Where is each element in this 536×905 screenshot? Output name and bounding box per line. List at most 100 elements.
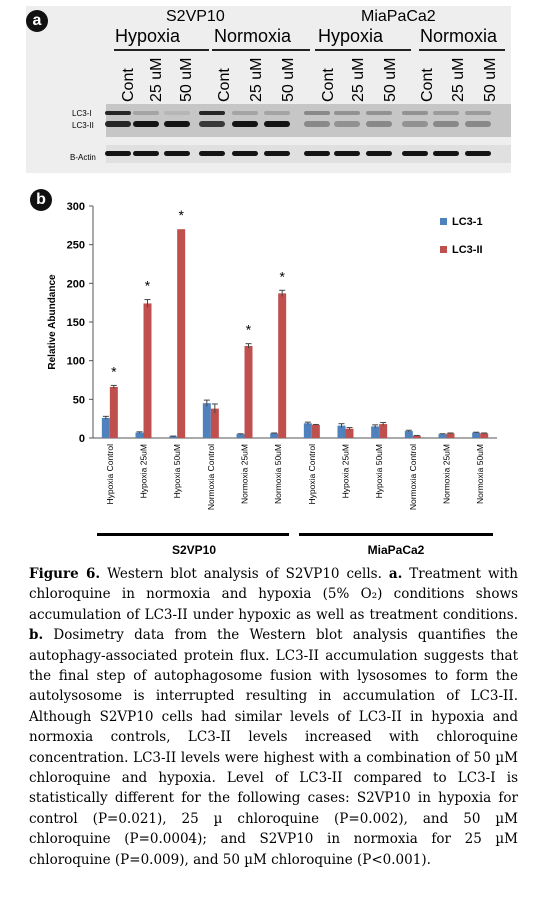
actin-band	[433, 151, 459, 156]
actin-band	[402, 151, 428, 156]
condition-label-hypoxia-2: Hypoxia	[318, 26, 384, 46]
category-label: Hypoxia 25uM	[139, 444, 149, 498]
legend-swatch	[440, 246, 447, 253]
lc3-ii-band	[232, 121, 258, 127]
group-label-miapaca2: MiaPaCa2	[368, 543, 425, 557]
lc3-ii-band	[304, 121, 330, 127]
cell-line-label-miapaca2: MiaPaCa2	[361, 8, 436, 25]
bar-lc3-ii	[244, 345, 253, 438]
significance-marker: *	[111, 363, 117, 379]
lane-label: 25 uM	[248, 57, 265, 102]
bar-lc3-ii	[143, 303, 152, 438]
category-label: Normoxia 25uM	[442, 444, 452, 504]
bar-lc3-1	[101, 417, 110, 438]
lc3-ii-band	[264, 121, 290, 127]
actin-band	[304, 151, 330, 156]
actin-band	[465, 151, 491, 156]
bar-lc3-ii	[311, 424, 320, 438]
lc3-ii-band	[366, 121, 392, 127]
significance-marker: *	[145, 278, 151, 294]
bar-lc3-1	[236, 434, 245, 438]
lc3-i-band	[264, 111, 290, 115]
lc3-i-band	[133, 111, 159, 115]
category-label: Hypoxia 50uM	[172, 444, 182, 498]
group-underline-s2vp10	[97, 533, 289, 536]
y-tick-label: 300	[67, 201, 85, 213]
lane-label: 25 uM	[350, 57, 367, 102]
legend-label: LC3-II	[452, 244, 483, 256]
lc3-ii-band	[465, 121, 491, 127]
category-label: Normoxia 50uM	[475, 444, 485, 504]
group-label-s2vp10: S2VP10	[172, 543, 216, 557]
lane-label: 25 uM	[450, 57, 467, 102]
bar-lc3-ii	[480, 433, 489, 438]
lc3-i-band	[433, 111, 459, 115]
category-label: Hypoxia 50uM	[374, 444, 384, 498]
lane-label: Cont	[216, 68, 233, 102]
actin-band	[133, 151, 159, 156]
lc3-bar-chart: 0 50 100 150 200 250 300 Relative Abundance * * * *…	[47, 201, 497, 557]
lane-label: 25 uM	[148, 57, 165, 102]
category-label: Hypoxia Control	[105, 444, 115, 505]
category-label: Normoxia 25uM	[240, 444, 250, 504]
bar-lc3-1	[438, 434, 447, 438]
condition-underline-1	[114, 49, 209, 51]
category-label: Normoxia Control	[408, 444, 418, 510]
bar-lc3-1	[404, 431, 413, 438]
y-tick-label: 150	[67, 317, 85, 329]
bar-lc3-1	[169, 436, 178, 438]
condition-label-normoxia-2: Normoxia	[420, 26, 498, 46]
significance-marker: *	[246, 322, 252, 338]
significance-marker: *	[178, 207, 184, 223]
lane-label: 50 uM	[382, 57, 399, 102]
lc3-ii-band	[105, 121, 131, 127]
actin-band	[366, 151, 392, 156]
lc3-ii-band	[334, 121, 360, 127]
bar-lc3-1	[472, 432, 481, 438]
lane-label: Cont	[419, 68, 436, 102]
bar-lc3-ii	[345, 428, 354, 438]
caption-text: Western blot analysis of S2VP10 cells.	[107, 566, 382, 582]
lane-label: Cont	[120, 68, 137, 102]
bar-lc3-1	[135, 432, 144, 438]
caption-heading: Figure 6.	[29, 566, 101, 582]
lc3-i-band	[199, 111, 225, 115]
lc3-i-band	[402, 111, 428, 115]
caption-a-text: Treatment with chloroquine in normoxia a…	[29, 566, 519, 623]
condition-label-normoxia-1: Normoxia	[214, 26, 292, 46]
lc3-i-band	[366, 111, 392, 115]
y-axis-title: Relative Abundance	[47, 274, 58, 370]
bar-lc3-ii	[210, 408, 219, 438]
condition-underline-2	[212, 49, 310, 51]
band-label-lc3-i: LC3-I	[72, 109, 92, 118]
band-label-lc3-ii: LC3-II	[72, 121, 94, 130]
legend-label: LC3-1	[452, 216, 483, 228]
bar-lc3-1	[371, 426, 380, 438]
category-label: Hypoxia Control	[307, 444, 317, 505]
lc3-ii-band	[402, 121, 428, 127]
category-label: Normoxia Control	[206, 444, 216, 510]
panel-b-label: b	[30, 189, 52, 211]
lc3-ii-band	[433, 121, 459, 127]
band-label-b-actin: B-Actin	[70, 153, 96, 162]
lc3-i-band	[465, 111, 491, 115]
actin-band	[232, 151, 258, 156]
bar-lc3-1	[270, 433, 279, 438]
lane-label: Cont	[320, 68, 337, 102]
condition-underline-3	[315, 49, 411, 51]
panel-a-label: a	[26, 10, 48, 32]
category-label: Normoxia 50uM	[273, 444, 283, 504]
actin-band	[164, 151, 190, 156]
bar-lc3-ii	[109, 386, 118, 438]
bar-lc3-ii	[177, 229, 186, 438]
bar-lc3-ii	[278, 293, 287, 438]
group-underline-miapaca2	[299, 533, 493, 536]
bar-lc3-ii	[446, 433, 455, 438]
bar-lc3-ii	[412, 435, 421, 438]
bar-lc3-1	[303, 423, 312, 438]
lc3-i-band	[334, 111, 360, 115]
lc3-ii-band	[199, 121, 225, 127]
lc3-i-band	[232, 111, 258, 115]
actin-band	[199, 151, 225, 156]
lane-label: 50 uM	[280, 57, 297, 102]
